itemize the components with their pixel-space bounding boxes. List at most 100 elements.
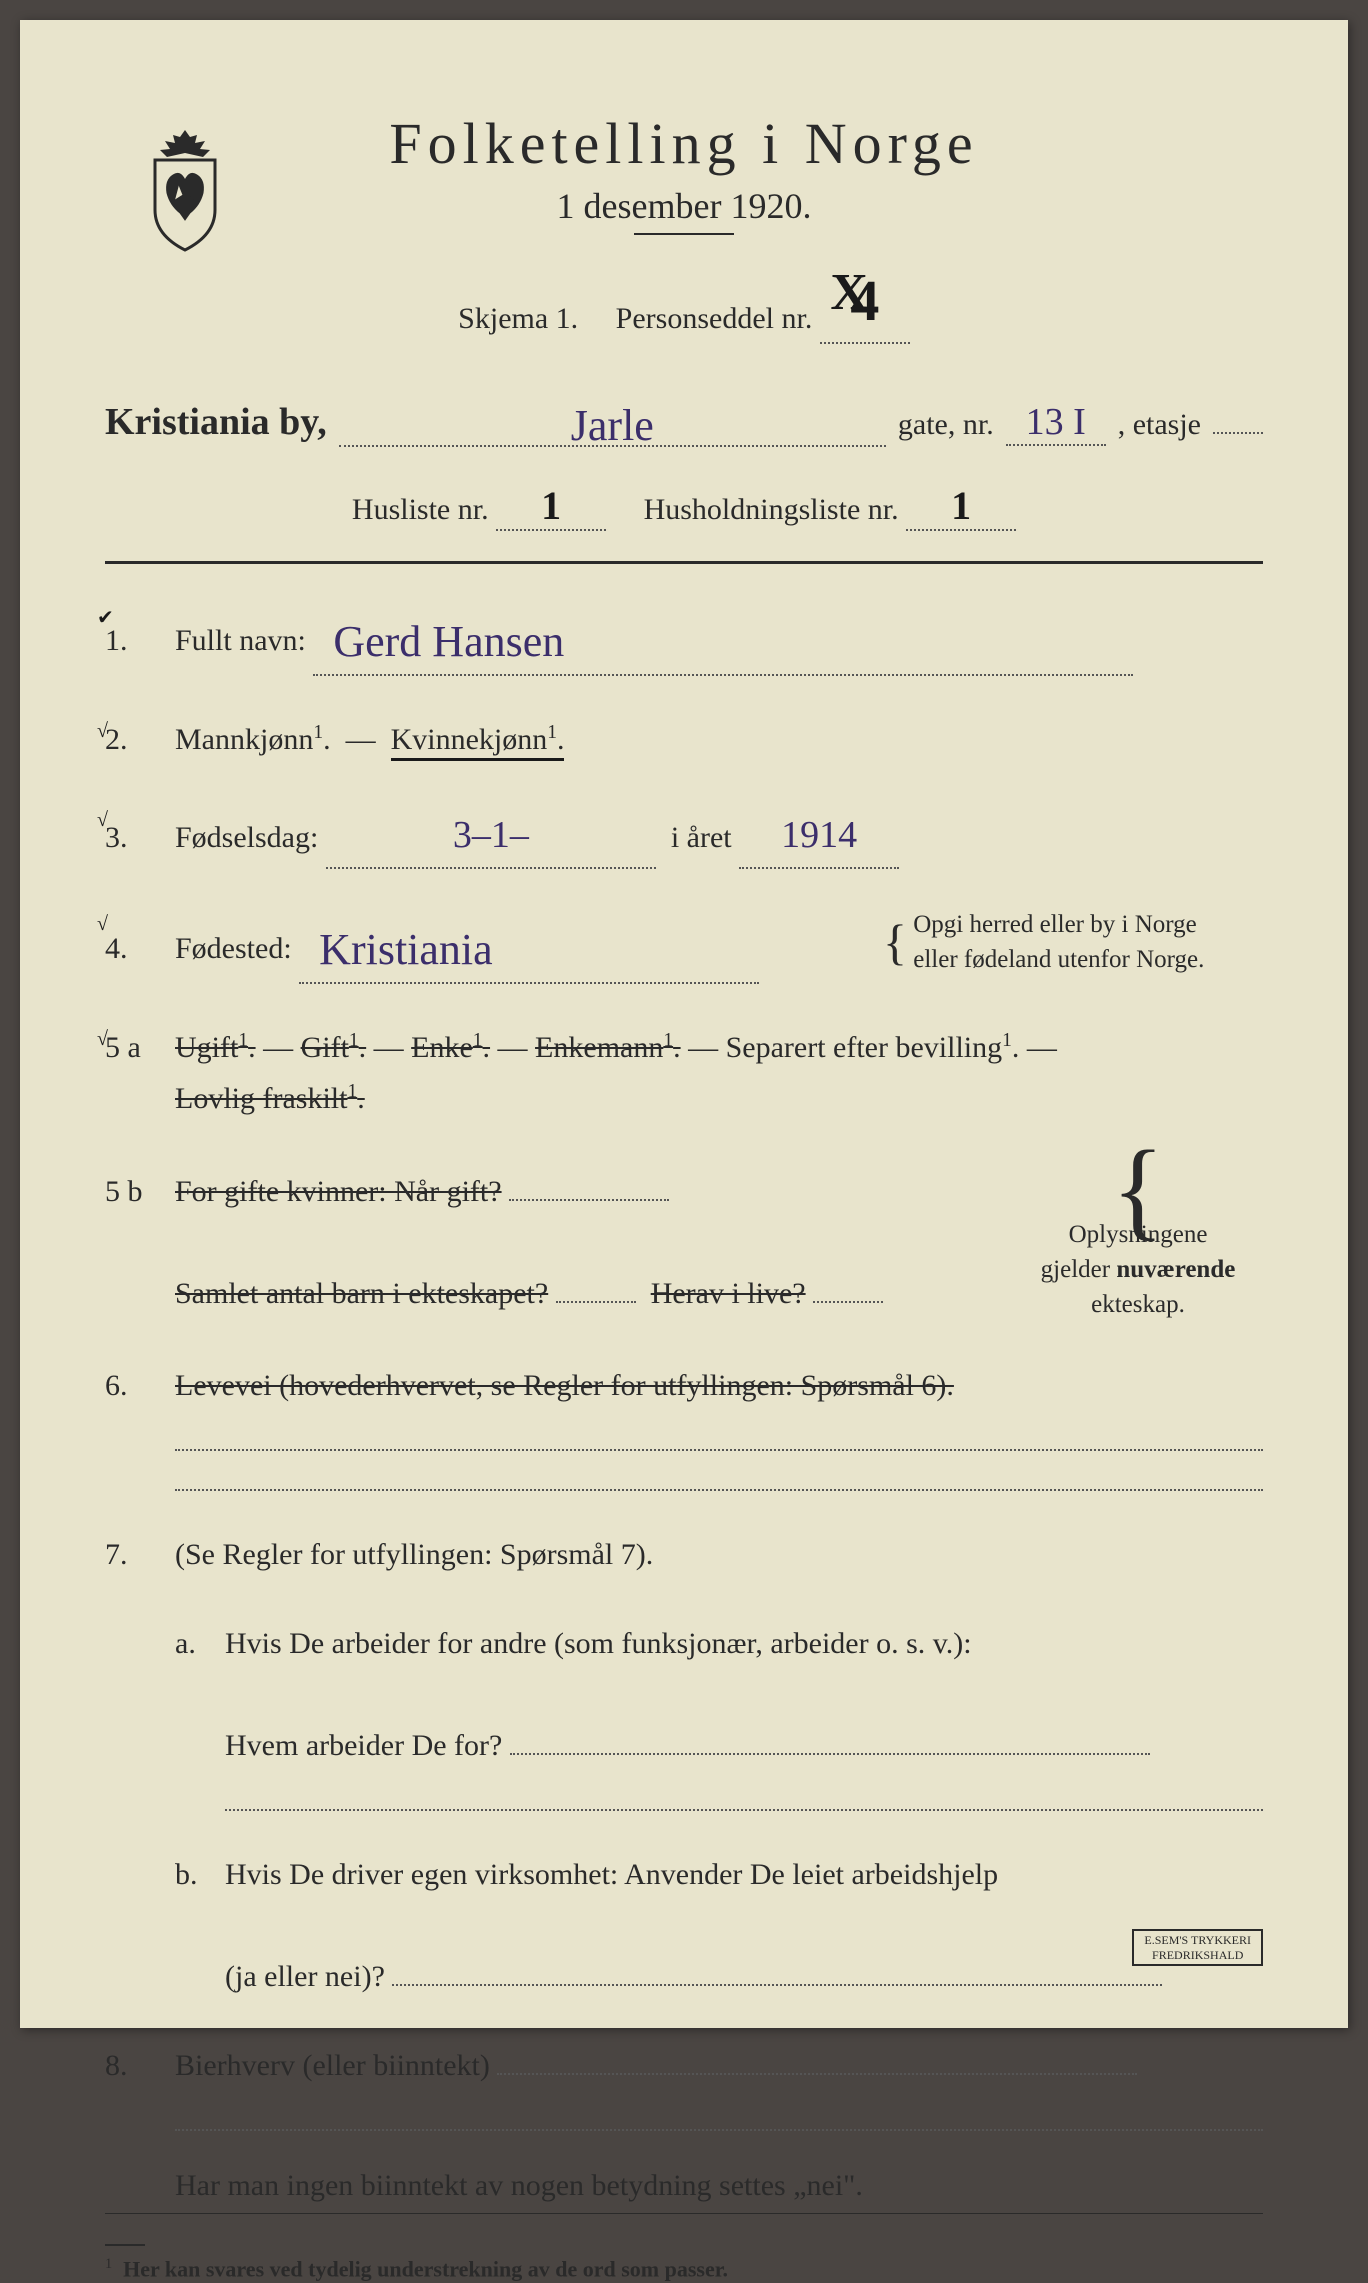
q5b-line2b: Herav i live? bbox=[651, 1277, 806, 1310]
q5a-content: Ugift1. — Gift1. — Enke1. — Enkemann1. —… bbox=[175, 1022, 1263, 1124]
q4-content: Fødested: Kristiania { Opgi herred eller… bbox=[175, 907, 1263, 984]
printer-stamp: E.SEM'S TRYKKERI FREDRIKSHALD bbox=[1132, 1929, 1263, 1966]
skjema-line: Skjema 1. Personseddel nr. X 4 bbox=[105, 275, 1263, 344]
q5b-note2: gjelder bbox=[1041, 1256, 1110, 1283]
closing-line: Har man ingen biinntekt av nogen betydni… bbox=[105, 2169, 1263, 2203]
coat-of-arms-icon bbox=[135, 125, 235, 255]
row-q7: 7. (Se Regler for utfyllingen: Spørsmål … bbox=[105, 1529, 1263, 1580]
street-field: Jarle bbox=[339, 394, 886, 447]
city-label: Kristiania by, bbox=[105, 400, 327, 444]
q5b-content: For gifte kvinner: Når gift? Samlet anta… bbox=[175, 1162, 1263, 1322]
row-q5a: √ 5 a Ugift1. — Gift1. — Enke1. — Enkema… bbox=[105, 1022, 1263, 1124]
address-line: Kristiania by, Jarle gate, nr. 13 I , et… bbox=[105, 394, 1263, 447]
row-q1: ✔ 1. Fullt navn: Gerd Hansen bbox=[105, 599, 1263, 676]
checkmark-icon: √ bbox=[97, 720, 108, 743]
q5b-notebold: nuværende bbox=[1116, 1256, 1235, 1283]
row-q7b: b. Hvis De driver egen virksomhet: Anven… bbox=[105, 1849, 1263, 2002]
q7b-line1: Hvis De driver egen virksomhet: Anvender… bbox=[225, 1858, 998, 1891]
skjema-label: Skjema 1. bbox=[458, 302, 578, 335]
footnote-text: Her kan svares ved tydelig understreknin… bbox=[123, 2257, 728, 2282]
checkmark-icon: √ bbox=[97, 809, 108, 832]
q6-num: 6. bbox=[105, 1369, 175, 1403]
row-q6: 6. Levevei (hovederhvervet, se Regler fo… bbox=[105, 1360, 1263, 1411]
gate-label: gate, nr. bbox=[898, 408, 994, 442]
q3-content: Fødselsdag: 3–1– i året 1914 bbox=[175, 803, 1263, 870]
q1-label: Fullt navn: bbox=[175, 624, 306, 657]
q5a-enke: Enke1. bbox=[411, 1031, 490, 1064]
q5b-field2 bbox=[556, 1301, 636, 1303]
q4-note1: Opgi herred eller by i Norge bbox=[913, 911, 1196, 938]
etasje-label: , etasje bbox=[1118, 408, 1201, 442]
husliste-nr-value: 1 bbox=[541, 483, 561, 528]
q3-year-field: 1914 bbox=[739, 803, 899, 870]
q8-field bbox=[497, 2073, 1137, 2075]
q5a-num: 5 a bbox=[105, 1031, 175, 1065]
checkmark-icon: √ bbox=[97, 913, 108, 936]
row-q5b: 5 b For gifte kvinner: Når gift? Samlet … bbox=[105, 1162, 1263, 1322]
q5a-enkemann: Enkemann1. bbox=[535, 1031, 681, 1064]
husliste-line: Husliste nr. 1 Husholdningsliste nr. 1 bbox=[105, 482, 1263, 531]
q5b-field1 bbox=[509, 1199, 669, 1201]
q6-blank2 bbox=[105, 1489, 1263, 1491]
husholdningsliste-nr-field: 1 bbox=[906, 482, 1016, 531]
q2-kvinne-selected: Kvinnekjønn1. bbox=[391, 723, 565, 761]
q7b-label: b. bbox=[175, 1858, 225, 1892]
checkmark-icon: ✔ bbox=[97, 605, 114, 630]
q7a-field bbox=[510, 1753, 1150, 1755]
q7a-line1: Hvis De arbeider for andre (som funksjon… bbox=[225, 1627, 972, 1660]
census-form-document: Folketelling i Norge 1 desember 1920. Sk… bbox=[20, 20, 1348, 2028]
row-q7a: a. Hvis De arbeider for andre (som funks… bbox=[105, 1618, 1263, 1771]
footer-divider bbox=[105, 2213, 1263, 2214]
husliste-label: Husliste nr. bbox=[352, 493, 489, 526]
gate-nr-value: 13 I bbox=[1026, 401, 1086, 443]
q5a-lovlig: Lovlig fraskilt1. bbox=[175, 1082, 365, 1115]
title-underline bbox=[634, 233, 734, 235]
husholdningsliste-label: Husholdningsliste nr. bbox=[644, 493, 899, 526]
document-header: Folketelling i Norge 1 desember 1920. Sk… bbox=[105, 110, 1263, 344]
footnote-marker: 1 bbox=[105, 2256, 112, 2272]
q4-num: 4. bbox=[105, 932, 175, 966]
q7a-content: Hvis De arbeider for andre (som funksjon… bbox=[225, 1618, 1263, 1771]
q5a-gift: Gift1. bbox=[301, 1031, 367, 1064]
personseddel-label: Personseddel nr. bbox=[616, 302, 813, 335]
q1-field: Gerd Hansen bbox=[313, 599, 1133, 676]
q3-num: 3. bbox=[105, 821, 175, 855]
closing-text: Har man ingen biinntekt av nogen betydni… bbox=[175, 2169, 863, 2203]
q4-sidenote: { Opgi herred eller by i Norge eller fød… bbox=[883, 907, 1263, 977]
q6-blank1 bbox=[105, 1449, 1263, 1451]
q1-value: Gerd Hansen bbox=[333, 617, 564, 666]
q3-year-label: i året bbox=[671, 821, 732, 854]
main-divider bbox=[105, 561, 1263, 564]
q6-text: Levevei (hovederhvervet, se Regler for u… bbox=[175, 1369, 954, 1402]
q7a-line2: Hvem arbeider De for? bbox=[225, 1729, 502, 1762]
q3-year-value: 1914 bbox=[781, 814, 857, 856]
q7-intro: (Se Regler for utfyllingen: Spørsmål 7). bbox=[175, 1529, 1263, 1580]
q6-content: Levevei (hovederhvervet, se Regler for u… bbox=[175, 1360, 1263, 1411]
q5b-num: 5 b bbox=[105, 1175, 175, 1209]
q4-note2: eller fødeland utenfor Norge. bbox=[913, 946, 1204, 973]
q5b-note3: ekteskap. bbox=[1091, 1291, 1185, 1318]
q4-field: Kristiania bbox=[299, 907, 759, 984]
q7b-field bbox=[392, 1984, 1162, 1986]
q8-blank bbox=[105, 2129, 1263, 2131]
husholdningsliste-nr-value: 1 bbox=[951, 483, 971, 528]
husliste-nr-field: 1 bbox=[496, 482, 606, 531]
q7b-line2: (ja eller nei)? bbox=[225, 1960, 385, 1993]
q3-day-value: 3–1– bbox=[453, 814, 529, 856]
stamp-line2: FREDRIKSHALD bbox=[1152, 1948, 1243, 1962]
row-q2: √ 2. Mannkjønn1. — Kvinnekjønn1. bbox=[105, 714, 1263, 765]
gate-nr-field: 13 I bbox=[1006, 400, 1106, 446]
row-q3: √ 3. Fødselsdag: 3–1– i året 1914 bbox=[105, 803, 1263, 870]
q5a-separert: Separert efter bevilling bbox=[726, 1031, 1003, 1064]
q3-day-field: 3–1– bbox=[326, 803, 656, 870]
q7a-blank bbox=[105, 1809, 1263, 1811]
footnote: 1 Her kan svares ved tydelig understrekn… bbox=[105, 2256, 1263, 2282]
q2-num: 2. bbox=[105, 723, 175, 757]
main-title: Folketelling i Norge bbox=[105, 110, 1263, 177]
checkmark-icon: √ bbox=[97, 1028, 108, 1051]
stamp-line1: E.SEM'S TRYKKERI bbox=[1144, 1933, 1251, 1947]
row-q4: √ 4. Fødested: Kristiania { Opgi herred … bbox=[105, 907, 1263, 984]
q5b-sidenote: { Oplysningene gjelder nuværende ekteska… bbox=[1013, 1162, 1263, 1322]
q1-content: Fullt navn: Gerd Hansen bbox=[175, 599, 1263, 676]
q5b-note1: Oplysningene bbox=[1069, 1221, 1208, 1248]
